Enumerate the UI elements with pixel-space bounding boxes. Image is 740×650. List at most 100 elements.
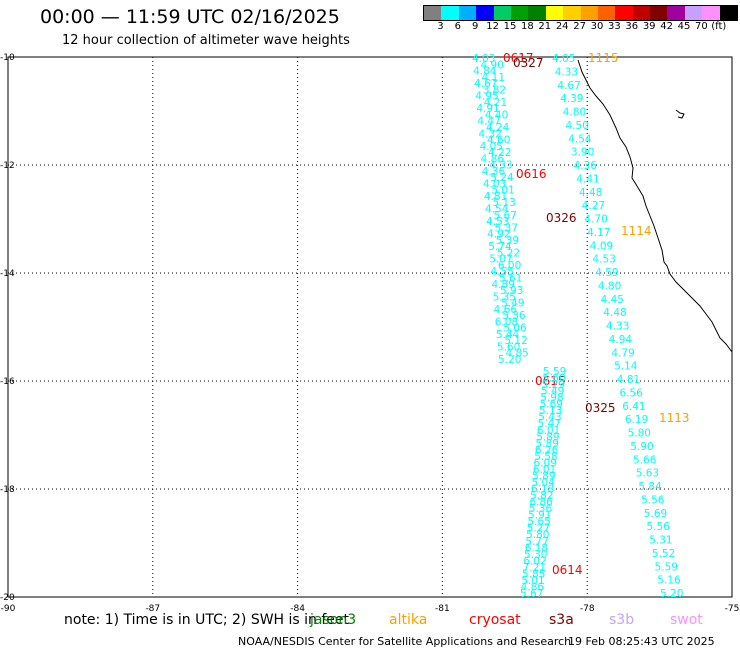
wave-height-value: 5.12 <box>504 335 527 347</box>
wave-height-value: 5.67 <box>520 588 543 600</box>
wave-height-value: 5.36 <box>502 310 526 322</box>
color-scale-label: 70 <box>695 21 708 32</box>
latitude-label: -18 <box>0 485 15 495</box>
color-swatch <box>441 6 459 20</box>
color-scale-label: 33 <box>608 21 621 32</box>
color-swatch <box>528 6 546 20</box>
wave-height-value: 4.48 <box>603 307 626 319</box>
wave-height-value: 4.53 <box>593 254 616 266</box>
wave-height-value: 5.07 <box>489 254 512 266</box>
wave-height-value: 4.03 <box>483 178 506 190</box>
color-scale-label: 42 <box>660 21 673 32</box>
color-swatch <box>545 6 564 20</box>
legend-swot: swot <box>670 612 703 628</box>
wave-height-value: 4.33 <box>555 66 578 78</box>
wave-height-value: 4.91 <box>476 103 499 115</box>
wave-height-value: 5.36 <box>529 503 553 515</box>
wave-height-value: 4.86 <box>521 581 545 593</box>
latitude-label: -16 <box>0 377 15 387</box>
wave-height-value: 4.09 <box>590 240 613 252</box>
color-swatch <box>563 6 581 20</box>
pass-time-label: 0617 <box>503 51 534 65</box>
wave-height-value: 4.54 <box>568 133 592 145</box>
wave-height-value: 5.20 <box>660 588 683 600</box>
wave-height-value: 5.39 <box>496 235 519 247</box>
wave-height-value: 5.27 <box>527 523 550 535</box>
wave-height-value: 5.91 <box>528 510 551 522</box>
latitude-label: -12 <box>0 161 15 171</box>
pass-time-label: 0325 <box>585 401 616 415</box>
pass-time-label: 0326 <box>546 211 577 225</box>
wave-height-value: 6.00 <box>498 260 521 272</box>
wave-height-value: 5.37 <box>495 222 518 234</box>
wave-height-value: 6.08 <box>495 316 518 328</box>
wave-height-value: 5.93 <box>500 285 523 297</box>
wave-height-value: 4.41 <box>576 173 599 185</box>
color-swatch <box>632 6 651 20</box>
wave-height-value: 5.60 <box>542 373 565 385</box>
color-scale-label: 18 <box>521 21 534 32</box>
credit-text: NOAA/NESDIS Center for Satellite Applica… <box>238 635 572 648</box>
wave-height-value: 4.36 <box>482 166 506 178</box>
wave-height-value: 4.39 <box>560 93 583 105</box>
color-scale-label: 27 <box>573 21 586 32</box>
latitude-label: -10 <box>0 53 15 63</box>
wave-height-value: 4.54 <box>485 204 509 216</box>
wave-height-value: 5.04 <box>532 477 556 489</box>
wave-height-value: 6.18 <box>525 542 548 554</box>
wave-height-value: 5.67 <box>494 210 517 222</box>
wave-height-value: 5.44 <box>496 329 520 341</box>
wave-height-value: 6.41 <box>622 401 645 413</box>
wave-height-value: 5.98 <box>540 392 563 404</box>
color-swatch <box>684 6 703 20</box>
wave-height-value: 4.80 <box>563 107 586 119</box>
wave-height-value: 5.89 <box>532 470 555 482</box>
generated-timestamp: 19 Feb 08:25:43 UTC 2025 <box>568 635 715 648</box>
pass-time-label: 1114 <box>621 224 652 238</box>
wave-height-value: 6.19 <box>625 414 648 426</box>
wave-height-value: 5.14 <box>614 361 638 373</box>
wave-height-value: 7.21 <box>523 562 546 574</box>
legend-jason3: jason3 <box>310 612 357 628</box>
wave-height-value: 5.84 <box>638 481 662 493</box>
wave-height-value: 4.40 <box>485 109 508 121</box>
wave-height-value: 4.67 <box>474 78 497 90</box>
legend-altika: altika <box>389 612 428 628</box>
wave-height-value: 5.66 <box>633 454 657 466</box>
color-swatch <box>597 6 616 20</box>
wave-height-value: 5.52 <box>652 548 675 560</box>
wave-height-value: 4.70 <box>584 214 607 226</box>
wave-height-value: 5.77 <box>525 536 548 548</box>
wave-height-value: 4.89 <box>492 279 515 291</box>
wave-height-value: 5.82 <box>530 490 553 502</box>
color-swatch <box>719 6 738 20</box>
coastline <box>577 59 733 353</box>
wave-height-value: 4.27 <box>582 200 605 212</box>
wave-height-value: 5.01 <box>521 575 544 587</box>
wave-height-value: 6.09 <box>534 457 557 469</box>
color-swatch <box>493 6 511 20</box>
color-scale-label: 9 <box>472 21 479 32</box>
color-scale-label: 12 <box>486 21 499 32</box>
color-scale-label: 24 <box>555 21 569 32</box>
wave-height-value: 5.13 <box>492 197 515 209</box>
wave-height-value: 5.43 <box>538 412 561 424</box>
color-swatch <box>476 6 494 20</box>
pass-time-label: 0616 <box>516 167 547 181</box>
wave-height-value: 4.50 <box>566 120 589 132</box>
longitude-label: -84 <box>290 604 305 614</box>
legend-s3b: s3b <box>609 612 635 628</box>
map-frame <box>7 56 733 598</box>
island-outline <box>675 109 685 119</box>
wave-height-value: 5.24 <box>490 172 514 184</box>
pass-time-label: 0614 <box>552 563 583 577</box>
color-scale-label: 30 <box>590 21 604 32</box>
wave-height-value: 4.22 <box>488 147 511 159</box>
wave-height-value: 5.63 <box>636 468 659 480</box>
wave-height-value: 4.86 <box>481 153 505 165</box>
color-swatch <box>424 6 442 20</box>
wave-height-value: 5.90 <box>630 441 653 453</box>
pass-time-label: 0327 <box>513 56 544 70</box>
wave-height-value: 6.56 <box>620 387 644 399</box>
